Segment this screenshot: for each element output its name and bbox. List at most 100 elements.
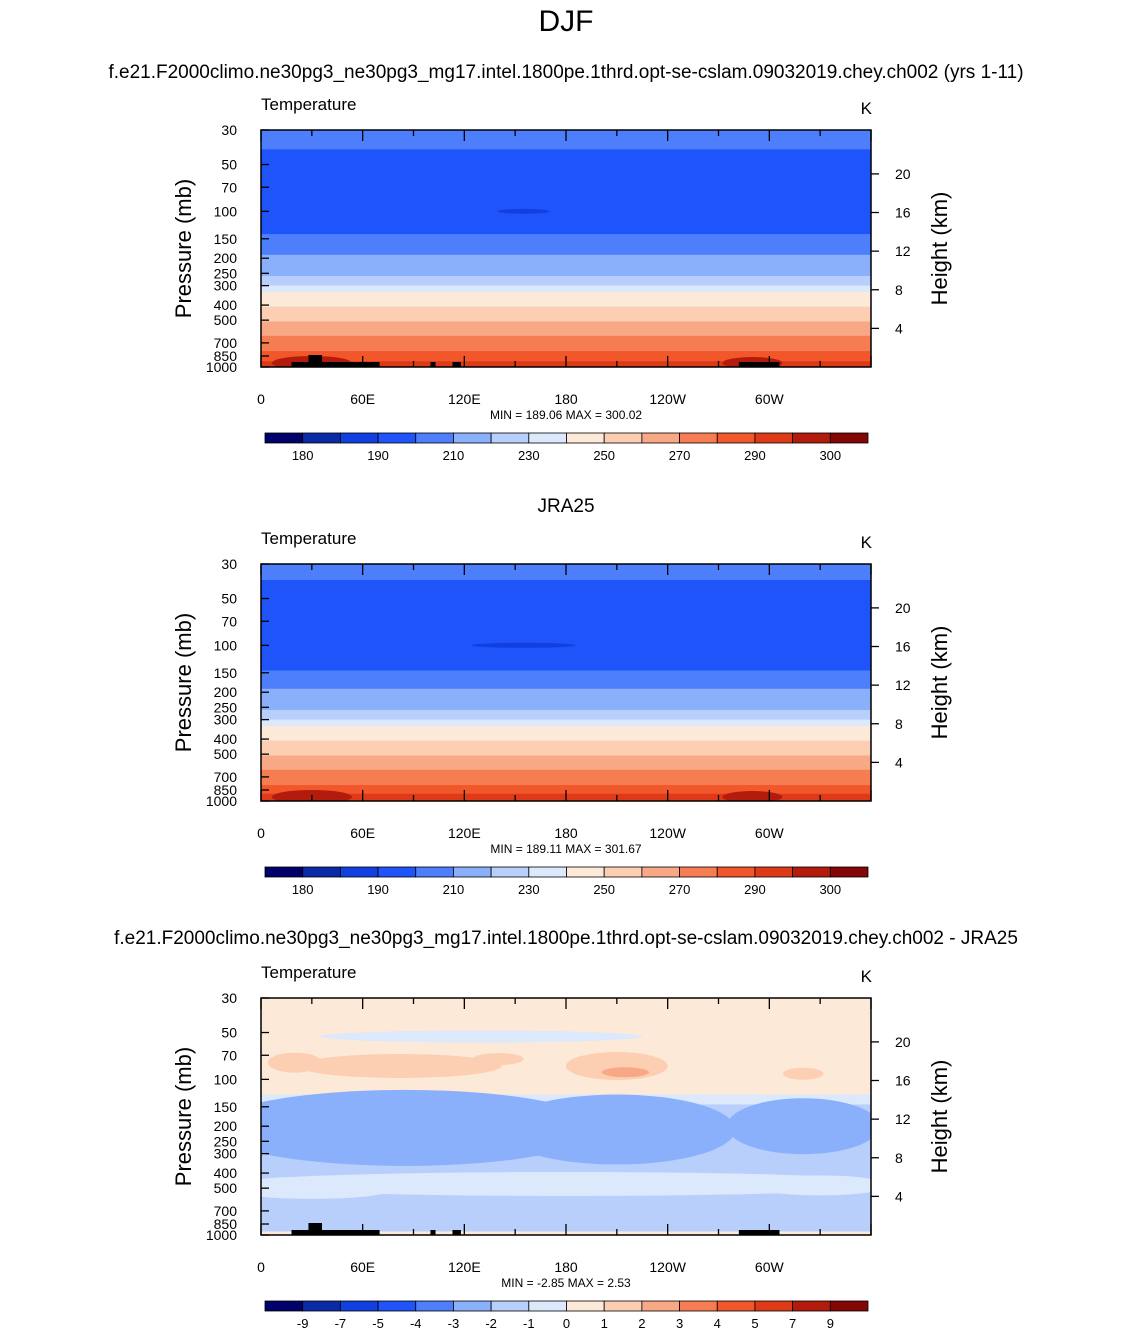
topography-block	[430, 362, 436, 367]
pressure-tick-label: 70	[221, 1047, 237, 1063]
colorbar-swatch	[528, 866, 567, 878]
height-tick-label: 20	[895, 166, 911, 182]
contour-band	[261, 149, 871, 235]
colorbar-swatch	[566, 1300, 605, 1312]
temperature-minimum	[497, 208, 550, 214]
height-tick-label: 4	[895, 320, 903, 336]
colorbar-label: 180	[292, 448, 314, 463]
colorbar-swatch	[679, 866, 718, 878]
colorbar-swatch	[377, 432, 417, 444]
pressure-tick-label: 50	[221, 157, 237, 173]
height-tick-label: 20	[895, 600, 911, 616]
difference-region	[601, 1067, 650, 1078]
diff-title: f.e21.F2000climo.ne30pg3_ne30pg3_mg17.in…	[114, 928, 1018, 949]
colorbar-swatch	[754, 866, 794, 878]
height-tick-label: 8	[895, 1150, 903, 1166]
colorbar-swatch	[603, 1300, 643, 1312]
topography-block	[308, 1223, 322, 1235]
chart-panel-3: 0 60E 120E 180 120W 60W3050701001502002503004…	[171, 963, 952, 1331]
topography-block	[320, 362, 380, 367]
colorbar-swatch	[754, 1300, 794, 1312]
contour-band	[261, 719, 871, 727]
min-max-stats: MIN = -2.85 MAX = 2.53	[501, 1276, 631, 1290]
pressure-tick-label: 500	[214, 312, 238, 328]
y-axis-right-label: Height (km)	[927, 626, 952, 740]
pressure-tick-label: 250	[214, 699, 238, 715]
colorbar-swatch	[679, 432, 718, 444]
topography-block	[738, 1230, 780, 1235]
colorbar-label: 300	[819, 882, 841, 897]
colorbar-swatch	[566, 432, 605, 444]
colorbar-label: 210	[443, 882, 465, 897]
case-title: f.e21.F2000climo.ne30pg3_ne30pg3_mg17.in…	[108, 62, 1023, 83]
difference-region	[261, 1182, 389, 1199]
colorbar-swatch	[641, 1300, 680, 1312]
height-tick-label: 12	[895, 243, 911, 259]
colorbar-swatch	[415, 1300, 454, 1312]
colorbar-label: 210	[443, 448, 465, 463]
colorbar-swatch	[264, 432, 304, 444]
pressure-tick-label: 500	[214, 1180, 238, 1196]
colorbar-swatch	[829, 432, 869, 444]
colorbar-swatch	[792, 1300, 831, 1312]
x-tick-label: 120W	[649, 391, 686, 407]
pressure-tick-label: 250	[214, 1133, 238, 1149]
y-axis-label: Pressure (mb)	[171, 179, 196, 318]
contour-band	[261, 285, 871, 293]
colorbar-swatch	[490, 866, 530, 878]
colorbar-swatch	[792, 432, 831, 444]
height-tick-label: 4	[895, 1188, 903, 1204]
colorbar-swatch	[679, 1300, 718, 1312]
colorbar-label: 1	[601, 1316, 608, 1331]
topography-block	[320, 1230, 380, 1235]
height-tick-label: 4	[895, 754, 903, 770]
colorbar-label: 0	[563, 1316, 570, 1331]
height-tick-label: 16	[895, 1073, 911, 1089]
chart-panel-2: 0 60E 120E 180 120W 60W3050701001502002503004…	[171, 529, 952, 897]
pressure-tick-label: 500	[214, 746, 238, 762]
contour-field	[261, 130, 871, 367]
difference-region	[782, 1067, 824, 1080]
difference-region	[498, 1094, 736, 1165]
colorbar-label: 9	[827, 1316, 834, 1331]
x-tick-label: 0	[257, 1259, 265, 1275]
x-tick-label: 60W	[755, 825, 785, 841]
colorbar-swatch	[716, 866, 756, 878]
colorbar-label: 270	[669, 882, 691, 897]
contour-band	[261, 292, 871, 308]
contour-band	[261, 275, 871, 287]
difference-region	[726, 1098, 871, 1155]
pressure-tick-label: 30	[221, 122, 237, 138]
pressure-tick-label: 30	[221, 556, 237, 572]
colorbar-swatch	[490, 1300, 530, 1312]
contour-band	[261, 234, 871, 256]
colorbar-label: 5	[751, 1316, 758, 1331]
colorbar-swatch	[264, 866, 304, 878]
x-tick-label: 60E	[350, 825, 375, 841]
pressure-tick-label: 1000	[206, 1227, 237, 1243]
y-axis-label: Pressure (mb)	[171, 613, 196, 752]
pressure-tick-label: 300	[214, 278, 238, 294]
colorbar-swatch	[453, 866, 492, 878]
colorbar-label: 290	[744, 882, 766, 897]
colorbar-label: 270	[669, 448, 691, 463]
colorbar-label: 250	[593, 882, 615, 897]
pressure-tick-label: 400	[214, 1165, 238, 1181]
pressure-tick-label: 850	[214, 348, 238, 364]
y-axis-right-label: Height (km)	[927, 1060, 952, 1174]
pressure-tick-label: 150	[214, 231, 238, 247]
x-tick-label: 120W	[649, 1259, 686, 1275]
colorbar-swatch	[603, 866, 643, 878]
height-tick-label: 16	[895, 639, 911, 655]
colorbar-label: -2	[485, 1316, 497, 1331]
colorbar-label: -5	[372, 1316, 384, 1331]
colorbar-label: 250	[593, 448, 615, 463]
contour-band	[261, 785, 871, 795]
topography-block	[452, 362, 461, 367]
topography-block	[430, 1230, 436, 1235]
pressure-tick-label: 50	[221, 591, 237, 607]
x-tick-label: 120E	[448, 825, 481, 841]
colorbar-swatch	[415, 432, 454, 444]
colorbar-swatch	[339, 866, 379, 878]
contour-band	[261, 579, 871, 671]
